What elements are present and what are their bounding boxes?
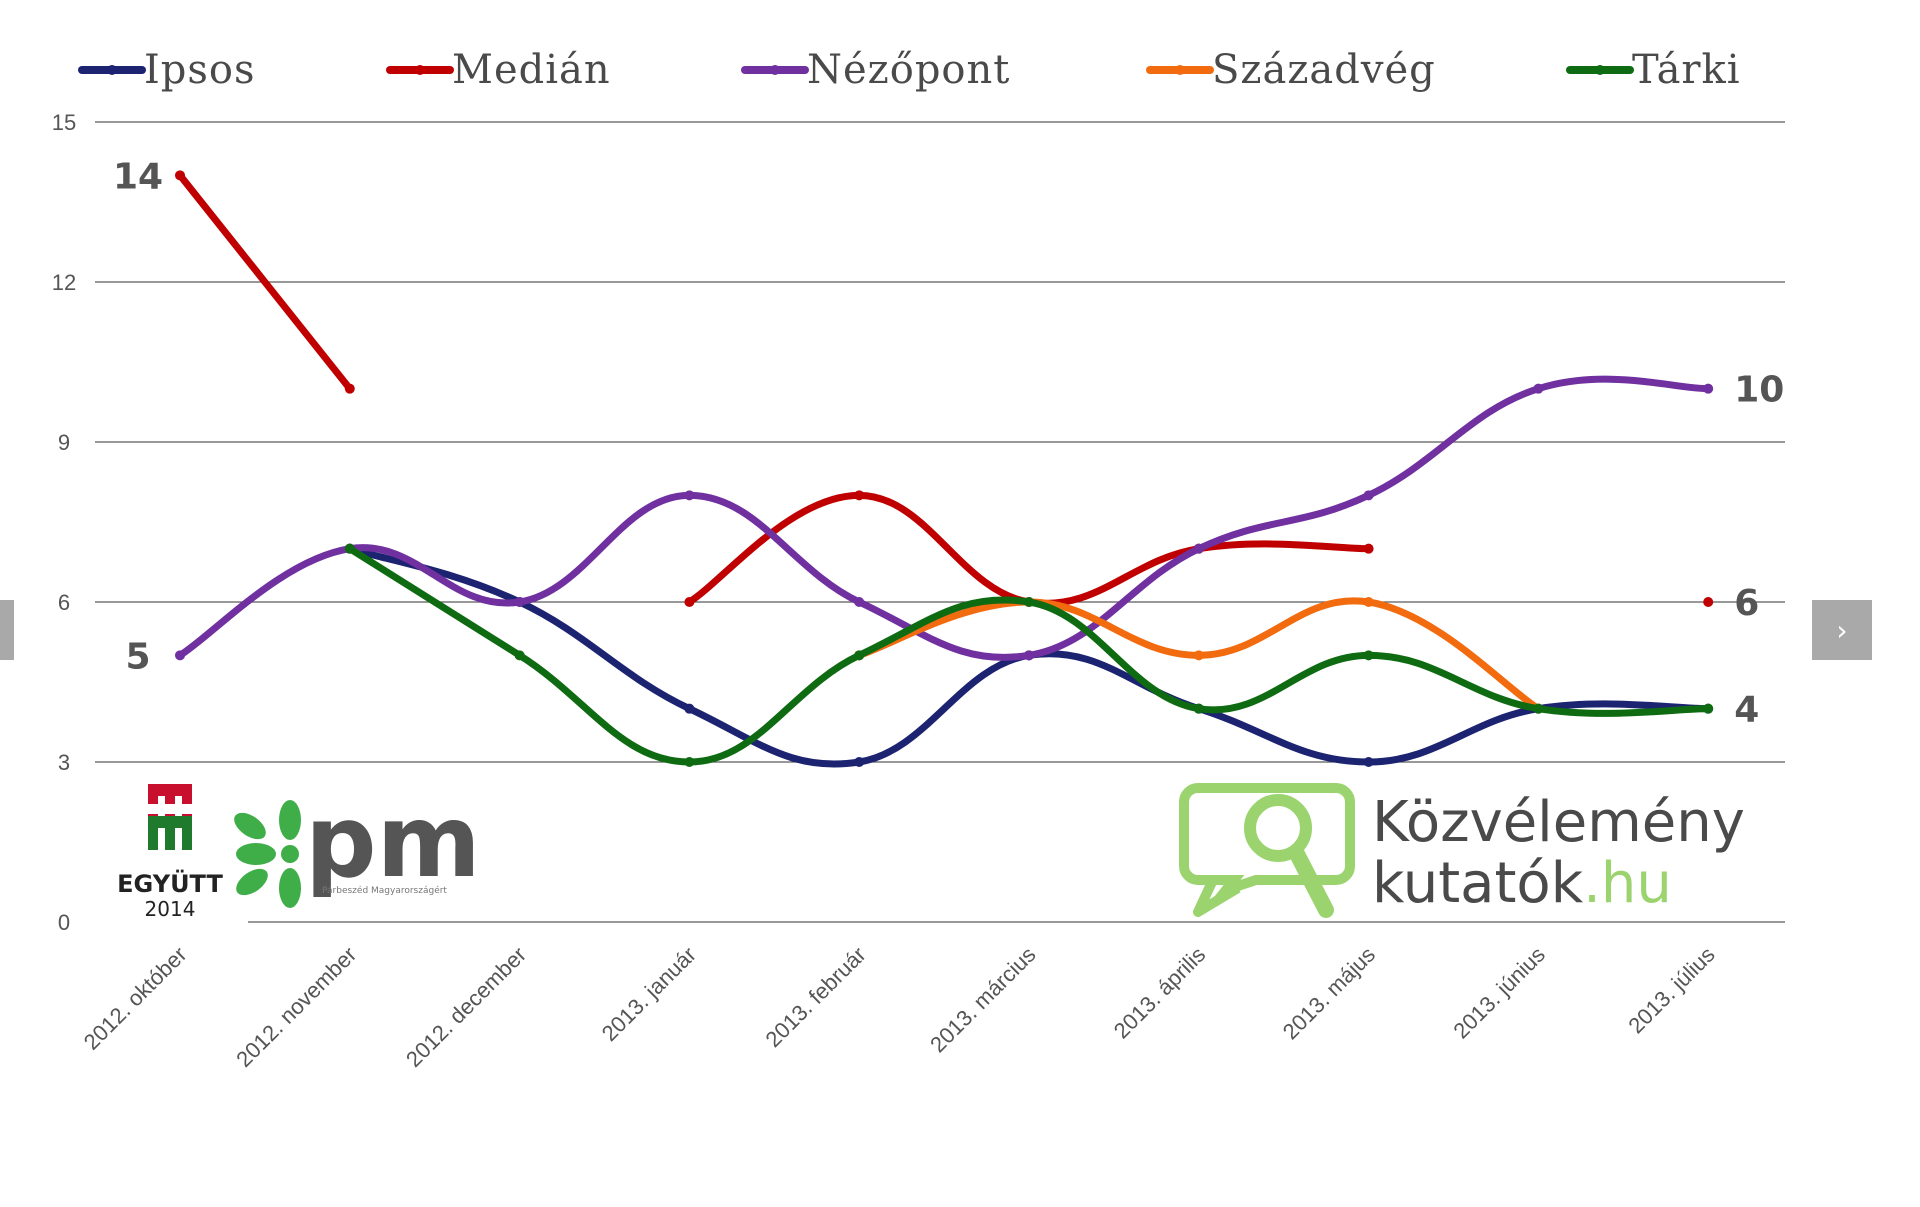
data-point [854, 490, 865, 501]
next-slide-button[interactable]: › [1812, 600, 1872, 660]
legend-marker [1595, 65, 1605, 75]
data-point [684, 490, 695, 501]
x-tick-label: 2013. március [925, 942, 1040, 1057]
series-lines [175, 170, 1714, 768]
y-tick-label: 12 [52, 270, 76, 295]
data-label: 5 [125, 636, 150, 677]
legend-item-ipsos: Ipsos [78, 47, 256, 93]
chevron-right-icon: › [1836, 613, 1848, 647]
pm-logo-text: pm [305, 783, 481, 900]
kozvelemenykutatok-logo: Közvélemény kutatók.hu [1179, 783, 1745, 918]
site-name-line2: kutatók.hu [1372, 851, 1672, 916]
legend-label: Tárki [1632, 47, 1741, 93]
egyutt-logo-year: 2014 [145, 897, 196, 921]
data-point [1703, 383, 1714, 394]
data-label: 6 [1734, 583, 1759, 624]
data-point [514, 650, 525, 661]
data-point [514, 597, 525, 607]
x-tick-label: 2013. július [1623, 942, 1719, 1038]
data-label: 4 [1734, 690, 1759, 731]
legend-marker [1175, 65, 1185, 75]
data-point [1363, 757, 1374, 767]
data-point [1533, 383, 1544, 394]
x-tick-label: 2013. január [597, 942, 701, 1046]
series-line [176, 171, 354, 393]
legend-item-századvég: Századvég [1146, 47, 1436, 93]
legend-label: Nézőpont [807, 47, 1010, 93]
legend-label: Ipsos [144, 47, 256, 93]
data-point [1363, 650, 1374, 661]
x-tick-label: 2012. október [79, 942, 192, 1055]
data-point [854, 757, 865, 767]
data-label: 10 [1734, 370, 1784, 411]
data-point [1363, 543, 1374, 554]
x-tick-label: 2013. április [1109, 942, 1211, 1044]
x-tick-label: 2012. december [401, 942, 531, 1072]
legend-label: Századvég [1212, 47, 1436, 93]
previous-slide-button[interactable] [0, 600, 14, 660]
magnifier-speech-icon [1179, 783, 1355, 918]
y-tick-label: 15 [52, 110, 76, 135]
data-label: 14 [113, 156, 163, 197]
data-point [1703, 703, 1714, 714]
legend-marker [770, 65, 780, 75]
egyutt-logo: EGYÜTT 2014 [117, 784, 223, 921]
data-point [684, 597, 695, 607]
legend-label: Medián [452, 47, 611, 93]
y-tick-label: 0 [58, 910, 70, 935]
data-point [1193, 543, 1204, 554]
legend-item-tárki: Tárki [1566, 47, 1741, 93]
site-name-line1: Közvélemény [1372, 790, 1745, 855]
data-point [854, 597, 865, 607]
data-point [854, 650, 865, 661]
legend-item-nézőpont: Nézőpont [741, 47, 1010, 93]
data-point [684, 703, 695, 714]
data-point [1703, 597, 1714, 607]
data-point [1193, 703, 1204, 714]
x-axis-ticks: 2012. október 2012. november 2012. decembe… [79, 942, 1720, 1072]
x-tick-label: 2012. november [231, 942, 361, 1072]
grid [95, 121, 1785, 923]
data-point [175, 650, 185, 661]
series-medián [175, 170, 1714, 607]
y-tick-label: 3 [58, 750, 70, 775]
data-point [684, 757, 695, 767]
data-point [1024, 597, 1034, 607]
data-point [344, 543, 355, 554]
data-point [1024, 650, 1034, 661]
legend: Ipsos Medián Nézőpont Századvég Tárki [78, 47, 1741, 93]
y-tick-label: 6 [58, 590, 70, 615]
data-point [1363, 597, 1374, 607]
data-point [175, 170, 185, 181]
y-axis-ticks: 0 3 6 9 12 15 [52, 110, 76, 935]
legend-marker [107, 65, 117, 75]
series-line [176, 375, 1712, 661]
x-tick-label: 2013. május [1278, 942, 1380, 1044]
data-point [344, 383, 355, 394]
data-point [1533, 703, 1544, 714]
legend-item-medián: Medián [386, 47, 611, 93]
y-tick-label: 9 [58, 430, 70, 455]
site-name-main: kutatók [1372, 851, 1584, 916]
x-tick-label: 2013. június [1448, 942, 1550, 1044]
legend-marker [415, 65, 425, 75]
data-point [1363, 490, 1374, 501]
egyutt-logo-text: EGYÜTT [117, 868, 223, 898]
pm-logo-subtitle: Párbeszéd Magyarországért [322, 885, 447, 896]
series-tárki [344, 543, 1714, 767]
pm-logo: pm Párbeszéd Magyarországért [234, 783, 481, 908]
site-name-suffix: .hu [1583, 851, 1672, 916]
x-tick-label: 2013. február [761, 942, 871, 1052]
data-point [1193, 650, 1204, 661]
end-labels: 14 5 10 6 4 [113, 156, 1784, 730]
flower-icon [234, 800, 301, 908]
